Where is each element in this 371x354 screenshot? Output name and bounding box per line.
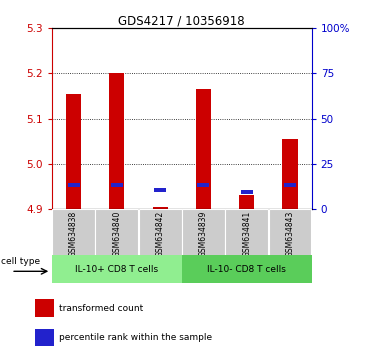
Bar — [154, 188, 166, 192]
Text: IL-10+ CD8 T cells: IL-10+ CD8 T cells — [75, 264, 158, 274]
Bar — [152, 207, 168, 209]
FancyBboxPatch shape — [182, 256, 312, 282]
FancyBboxPatch shape — [52, 256, 182, 282]
Bar — [109, 74, 124, 209]
Text: GSM634839: GSM634839 — [199, 210, 208, 257]
Text: GSM634843: GSM634843 — [286, 210, 295, 257]
Bar — [35, 329, 54, 346]
Bar — [239, 195, 254, 209]
FancyBboxPatch shape — [182, 209, 225, 258]
Text: transformed count: transformed count — [59, 304, 144, 313]
Bar — [111, 183, 123, 187]
Title: GDS4217 / 10356918: GDS4217 / 10356918 — [118, 14, 245, 27]
FancyBboxPatch shape — [139, 209, 181, 258]
Text: IL-10- CD8 T cells: IL-10- CD8 T cells — [207, 264, 286, 274]
Text: GSM634838: GSM634838 — [69, 211, 78, 257]
Text: GSM634840: GSM634840 — [112, 210, 121, 257]
FancyBboxPatch shape — [269, 209, 311, 258]
Text: percentile rank within the sample: percentile rank within the sample — [59, 333, 212, 342]
Text: GSM634842: GSM634842 — [156, 211, 165, 257]
Text: cell type: cell type — [1, 257, 40, 267]
Text: GSM634841: GSM634841 — [242, 211, 251, 257]
Bar — [241, 190, 253, 194]
FancyBboxPatch shape — [225, 209, 268, 258]
Bar — [35, 299, 54, 317]
FancyBboxPatch shape — [95, 209, 138, 258]
Bar — [196, 89, 211, 209]
Bar — [68, 183, 80, 187]
Bar — [66, 94, 81, 209]
Bar — [284, 183, 296, 187]
FancyBboxPatch shape — [52, 209, 95, 258]
Bar — [197, 183, 210, 187]
Bar — [282, 139, 298, 209]
